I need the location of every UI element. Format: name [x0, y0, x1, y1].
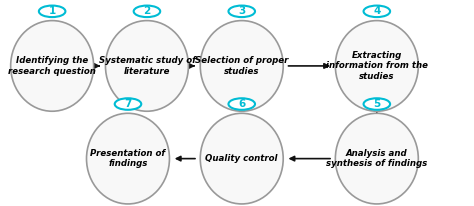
Text: Systematic study of
literature: Systematic study of literature [99, 56, 195, 76]
Ellipse shape [336, 113, 419, 204]
Text: Analysis and
synthesis of findings: Analysis and synthesis of findings [326, 149, 428, 169]
Text: 1: 1 [48, 6, 56, 16]
Text: Extracting
information from the
studies: Extracting information from the studies [326, 51, 428, 81]
Text: 2: 2 [143, 6, 151, 16]
Text: 7: 7 [124, 99, 132, 109]
Text: 6: 6 [238, 99, 246, 109]
Ellipse shape [200, 113, 283, 204]
Ellipse shape [200, 21, 283, 111]
Circle shape [228, 6, 255, 17]
Text: Selection of proper
studies: Selection of proper studies [195, 56, 288, 76]
Text: 4: 4 [373, 6, 381, 16]
Circle shape [364, 6, 390, 17]
Circle shape [39, 6, 65, 17]
Ellipse shape [336, 21, 419, 111]
Circle shape [364, 98, 390, 110]
Text: Identifying the
research question: Identifying the research question [8, 56, 96, 76]
Text: 5: 5 [373, 99, 381, 109]
Text: Presentation of
findings: Presentation of findings [91, 149, 165, 169]
Ellipse shape [11, 21, 93, 111]
Text: Quality control: Quality control [206, 154, 278, 163]
Circle shape [115, 98, 141, 110]
Ellipse shape [86, 113, 169, 204]
Circle shape [134, 6, 160, 17]
Circle shape [228, 98, 255, 110]
Text: 3: 3 [238, 6, 246, 16]
Ellipse shape [105, 21, 188, 111]
